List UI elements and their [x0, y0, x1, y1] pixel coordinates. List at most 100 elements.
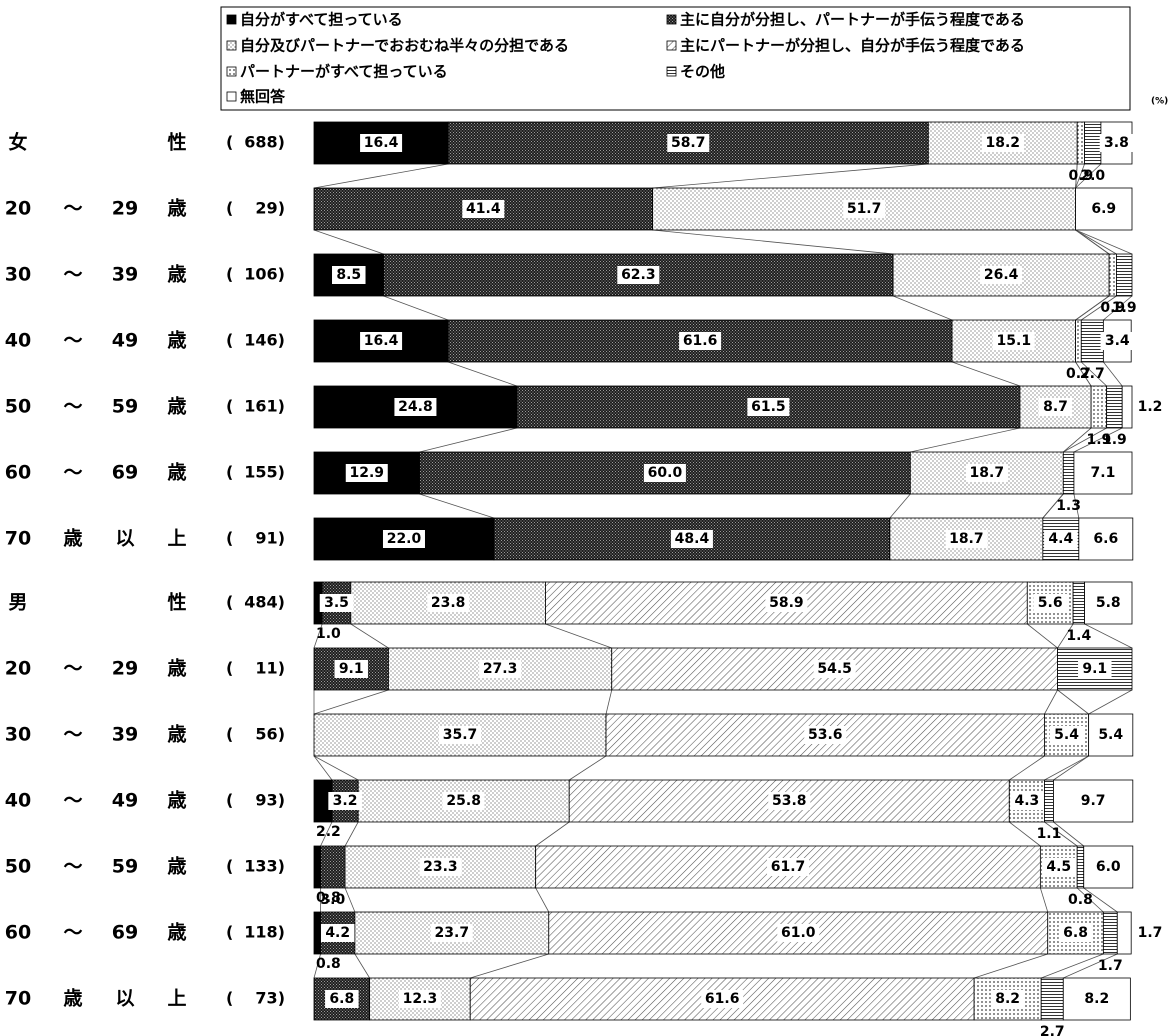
- connector-line: [1044, 755, 1089, 781]
- value-label-bg: [325, 990, 359, 1008]
- value-label: 6.8: [1063, 925, 1088, 941]
- value-label: 15.1: [997, 333, 1032, 349]
- value-label-bg: [1080, 990, 1114, 1008]
- value-label-bg: [981, 134, 1024, 152]
- value-label: 61.6: [705, 991, 740, 1007]
- row-label: 60: [5, 462, 31, 484]
- legend-swatch: [226, 40, 237, 51]
- connector-line: [470, 953, 549, 979]
- legend-label: 自分及びパートナーでおおむね半々の分担である: [240, 37, 569, 55]
- row-label: 49: [112, 790, 138, 812]
- connector-line: [1057, 689, 1089, 715]
- value-label-bg: [479, 660, 522, 678]
- row-label: 歳: [167, 462, 186, 484]
- value-label: 0.8: [316, 890, 341, 906]
- value-label-bg: [679, 332, 722, 350]
- connector-line: [350, 623, 389, 649]
- legend-swatch: [226, 66, 237, 77]
- connector-line: [1103, 295, 1133, 321]
- value-label-bg: [1087, 200, 1121, 218]
- value-label: 53.6: [808, 727, 843, 743]
- connector-line: [313, 689, 389, 715]
- row-label: ～: [63, 790, 82, 812]
- value-label-bg: [439, 726, 482, 744]
- row-label: ～: [63, 658, 82, 680]
- connector-lines: [313, 163, 1133, 979]
- value-label-bg: [980, 266, 1023, 284]
- value-label-bg: [747, 398, 790, 416]
- value-label: 1.2: [1138, 399, 1163, 415]
- connector-line: [652, 163, 929, 189]
- value-label-bg: [360, 332, 403, 350]
- value-label-bg: [394, 398, 437, 416]
- value-label-bg: [990, 990, 1025, 1008]
- value-label-bg: [430, 924, 473, 942]
- value-label: 6.9: [1091, 201, 1116, 217]
- bar-segment: [1102, 911, 1118, 955]
- legend-label: その他: [680, 63, 725, 81]
- value-label: 0.8: [1068, 892, 1093, 908]
- connector-line: [1076, 887, 1104, 913]
- connector-line: [344, 821, 359, 847]
- legend-label: パートナーがすべて担っている: [240, 63, 448, 81]
- connector-line: [1042, 493, 1064, 519]
- connector-line: [1081, 361, 1107, 387]
- row-count: 155): [244, 463, 285, 482]
- bar-segment: [1108, 253, 1117, 297]
- count-open-paren: (: [226, 397, 233, 416]
- row-label: 29: [112, 198, 138, 220]
- value-label: 6.6: [1093, 531, 1118, 547]
- row-label: 女: [8, 131, 27, 154]
- value-label: 3.8: [1104, 135, 1129, 151]
- value-label-bg: [1042, 858, 1076, 876]
- value-label: 2.7: [1080, 366, 1105, 382]
- value-label: 0.7: [1066, 366, 1091, 382]
- row-label: 59: [112, 856, 138, 878]
- value-label-bg: [1058, 924, 1093, 942]
- value-label: 25.8: [446, 793, 481, 809]
- row-count: 106): [244, 265, 285, 284]
- value-label: 5.6: [1038, 595, 1063, 611]
- value-label: 58.9: [769, 595, 804, 611]
- row-label: 歳: [167, 856, 186, 878]
- row-count: 91): [255, 529, 285, 548]
- value-label-bg: [1089, 530, 1123, 548]
- value-label: 7.1: [1091, 465, 1116, 481]
- row-label: 70: [5, 988, 31, 1010]
- value-label: 16.4: [364, 333, 399, 349]
- bar-segment: [313, 911, 321, 955]
- row-label: 歳: [63, 528, 82, 550]
- legend-label: 主に自分が分担し、パートナーが手伝う程度である: [680, 11, 1025, 29]
- value-label: 5.4: [1054, 727, 1079, 743]
- connector-line: [605, 689, 613, 715]
- row-label: 60: [5, 922, 31, 944]
- value-label: 1.4: [1066, 628, 1091, 644]
- value-label: 9.7: [1081, 793, 1106, 809]
- connector-line: [1075, 163, 1102, 189]
- row-label: ～: [63, 198, 82, 220]
- row-label: 49: [112, 330, 138, 352]
- value-label: 62.3: [621, 267, 656, 283]
- row-label: 歳: [167, 724, 186, 746]
- row-label: ～: [63, 856, 82, 878]
- chart-rows: 女性(688)20 ～ 29 歳(29)30 ～ 39 歳(106)40 ～ 49 歳(146)5…: [5, 131, 285, 1010]
- row-label: ～: [63, 264, 82, 286]
- value-label-bg: [777, 924, 820, 942]
- connector-line: [545, 623, 612, 649]
- legend-label: 無回答: [240, 88, 286, 106]
- bar-segment: [313, 845, 321, 889]
- bar-segment: [1076, 845, 1085, 889]
- count-open-paren: (: [226, 331, 233, 350]
- value-label-bg: [843, 200, 886, 218]
- value-label-bg: [965, 464, 1008, 482]
- value-label-bg: [1078, 660, 1112, 678]
- connector-line: [535, 887, 550, 913]
- row-label: 以: [115, 988, 134, 1010]
- row-label: ～: [63, 462, 82, 484]
- value-label: 27.3: [483, 661, 518, 677]
- value-label: 4.3: [1014, 793, 1039, 809]
- value-label-bg: [419, 858, 462, 876]
- value-label: 61.6: [683, 333, 718, 349]
- connector-line: [1063, 953, 1118, 979]
